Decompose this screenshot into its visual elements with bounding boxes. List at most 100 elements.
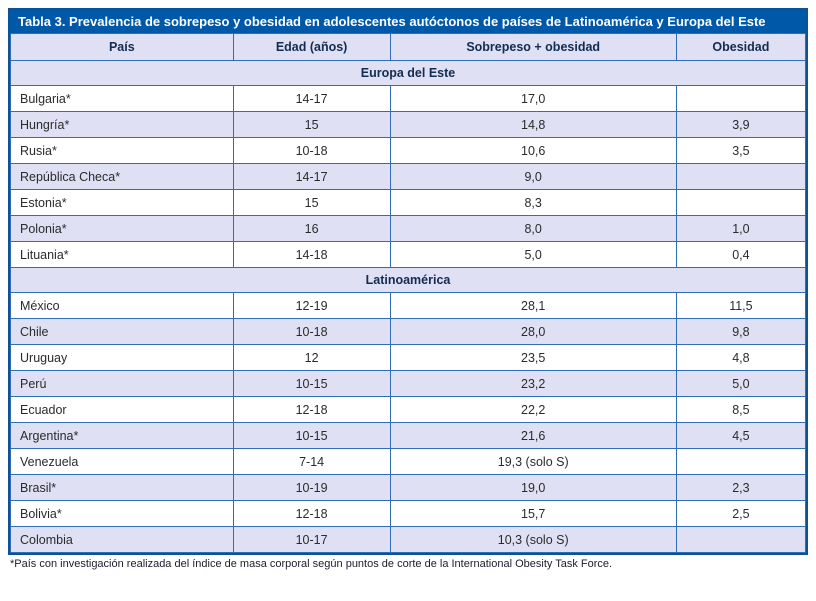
table-row: Argentina* 10-15 21,6 4,5 — [10, 422, 807, 449]
table-footnote: *País con investigación realizada del ín… — [10, 558, 613, 570]
age-cell: 12 — [232, 344, 391, 371]
country-cell: Lituania* — [10, 241, 234, 268]
obesity-cell: 3,5 — [675, 137, 807, 164]
overweight-obesity-cell: 28,1 — [389, 292, 677, 319]
country-cell: Argentina* — [10, 422, 234, 449]
obesity-cell: 4,8 — [675, 344, 807, 371]
table-row: Colombia 10-17 10,3 (solo S) — [10, 526, 807, 553]
section-row-europa-del-este: Europa del Este — [10, 60, 806, 86]
overweight-obesity-cell: 8,0 — [389, 215, 677, 242]
age-cell: 7-14 — [232, 448, 391, 475]
table-title-bar: Tabla 3. Prevalencia de sobrepeso y obes… — [10, 10, 806, 33]
col-header-sobrepeso-obesidad: Sobrepeso + obesidad — [389, 33, 677, 61]
country-cell: Ecuador — [10, 396, 234, 423]
table-row: Polonia* 16 8,0 1,0 — [10, 215, 807, 242]
overweight-obesity-cell: 10,3 (solo S) — [389, 526, 677, 553]
age-cell: 10-18 — [232, 137, 391, 164]
age-cell: 12-18 — [232, 396, 391, 423]
country-cell: México — [10, 292, 234, 319]
age-cell: 15 — [232, 111, 391, 138]
table-row: México 12-19 28,1 11,5 — [10, 292, 807, 319]
table-row: Ecuador 12-18 22,2 8,5 — [10, 396, 807, 423]
age-cell: 14-18 — [232, 241, 391, 268]
obesity-cell: 0,4 — [675, 241, 807, 268]
obesity-cell: 9,8 — [675, 318, 807, 345]
section-row-latinoamerica: Latinoamérica — [10, 267, 806, 293]
overweight-obesity-cell: 8,3 — [389, 189, 677, 216]
obesity-cell: 2,5 — [675, 500, 807, 527]
table-row: Bulgaria* 14-17 17,0 — [10, 85, 807, 112]
overweight-obesity-cell: 22,2 — [389, 396, 677, 423]
country-cell: Brasil* — [10, 474, 234, 501]
col-header-pais: País — [10, 33, 234, 61]
table-row: Brasil* 10-19 19,0 2,3 — [10, 474, 807, 501]
table-row: Uruguay 12 23,5 4,8 — [10, 344, 807, 371]
obesity-cell: 2,3 — [675, 474, 807, 501]
overweight-obesity-cell: 21,6 — [389, 422, 677, 449]
overweight-obesity-cell: 19,0 — [389, 474, 677, 501]
country-cell: Bolivia* — [10, 500, 234, 527]
section-label: Europa del Este — [10, 60, 806, 86]
country-cell: Chile — [10, 318, 234, 345]
table-row: Estonia* 15 8,3 — [10, 189, 807, 216]
country-cell: Perú — [10, 370, 234, 397]
overweight-obesity-cell: 28,0 — [389, 318, 677, 345]
table-row: República Checa* 14-17 9,0 — [10, 163, 807, 190]
overweight-obesity-cell: 23,5 — [389, 344, 677, 371]
country-cell: Rusia* — [10, 137, 234, 164]
age-cell: 14-17 — [232, 163, 391, 190]
table-row: Bolivia* 12-18 15,7 2,5 — [10, 500, 807, 527]
obesity-cell — [675, 163, 807, 190]
table-row: Lituania* 14-18 5,0 0,4 — [10, 241, 807, 268]
age-cell: 16 — [232, 215, 391, 242]
age-cell: 15 — [232, 189, 391, 216]
age-cell: 12-18 — [232, 500, 391, 527]
age-cell: 10-15 — [232, 422, 391, 449]
country-cell: República Checa* — [10, 163, 234, 190]
table-row: Venezuela 7-14 19,3 (solo S) — [10, 448, 807, 475]
country-cell: Hungría* — [10, 111, 234, 138]
col-header-obesidad: Obesidad — [675, 33, 807, 61]
header-row: País Edad (años) Sobrepeso + obesidad Ob… — [10, 33, 807, 61]
overweight-obesity-cell: 5,0 — [389, 241, 677, 268]
overweight-obesity-cell: 15,7 — [389, 500, 677, 527]
obesity-cell: 1,0 — [675, 215, 807, 242]
obesity-cell: 11,5 — [675, 292, 807, 319]
obesity-cell — [675, 189, 807, 216]
obesity-cell — [675, 85, 807, 112]
obesity-cell — [675, 526, 807, 553]
age-cell: 14-17 — [232, 85, 391, 112]
obesity-cell — [675, 448, 807, 475]
country-cell: Bulgaria* — [10, 85, 234, 112]
age-cell: 10-15 — [232, 370, 391, 397]
age-cell: 10-19 — [232, 474, 391, 501]
country-cell: Polonia* — [10, 215, 234, 242]
table-container: Tabla 3. Prevalencia de sobrepeso y obes… — [8, 8, 808, 555]
age-cell: 12-19 — [232, 292, 391, 319]
col-header-edad: Edad (años) — [232, 33, 391, 61]
country-cell: Colombia — [10, 526, 234, 553]
overweight-obesity-cell: 17,0 — [389, 85, 677, 112]
overweight-obesity-cell: 10,6 — [389, 137, 677, 164]
table-row: Chile 10-18 28,0 9,8 — [10, 318, 807, 345]
country-cell: Venezuela — [10, 448, 234, 475]
table-row: Hungría* 15 14,8 3,9 — [10, 111, 807, 138]
overweight-obesity-cell: 23,2 — [389, 370, 677, 397]
obesity-cell: 5,0 — [675, 370, 807, 397]
overweight-obesity-cell: 9,0 — [389, 163, 677, 190]
overweight-obesity-cell: 14,8 — [389, 111, 677, 138]
obesity-cell: 8,5 — [675, 396, 807, 423]
table-row: Rusia* 10-18 10,6 3,5 — [10, 137, 807, 164]
obesity-cell: 4,5 — [675, 422, 807, 449]
table-row: Perú 10-15 23,2 5,0 — [10, 370, 807, 397]
age-cell: 10-18 — [232, 318, 391, 345]
overweight-obesity-cell: 19,3 (solo S) — [389, 448, 677, 475]
country-cell: Estonia* — [10, 189, 234, 216]
prevalence-table: País Edad (años) Sobrepeso + obesidad Ob… — [10, 33, 807, 553]
age-cell: 10-17 — [232, 526, 391, 553]
section-label: Latinoamérica — [10, 267, 806, 293]
obesity-cell: 3,9 — [675, 111, 807, 138]
table-title: Tabla 3. Prevalencia de sobrepeso y obes… — [18, 14, 766, 29]
country-cell: Uruguay — [10, 344, 234, 371]
